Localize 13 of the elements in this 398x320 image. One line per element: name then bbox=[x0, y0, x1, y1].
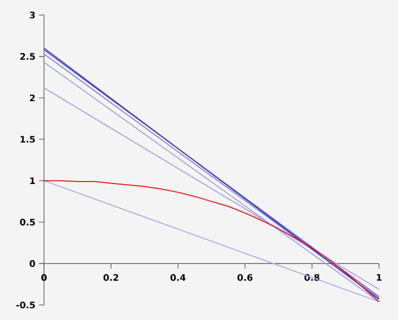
y-tick-label: 0 bbox=[30, 260, 36, 267]
y-tick-label: 3 bbox=[30, 12, 35, 18]
y-tick-label: 2 bbox=[30, 94, 35, 102]
x-tick-label: 1 bbox=[376, 274, 382, 281]
x-tick-label: 0.2 bbox=[103, 274, 118, 281]
y-tick-label: 1.5 bbox=[20, 136, 35, 143]
y-tick-label: 1 bbox=[30, 177, 35, 184]
x-tick-label: 0.6 bbox=[237, 274, 252, 281]
x-tick-label: 0.4 bbox=[170, 274, 186, 281]
y-tick-label: -0.5 bbox=[16, 302, 35, 308]
y-tick-label: 0.5 bbox=[20, 218, 35, 226]
x-tick-label: 0 bbox=[41, 274, 47, 281]
y-tick-label: 2.5 bbox=[20, 53, 35, 60]
